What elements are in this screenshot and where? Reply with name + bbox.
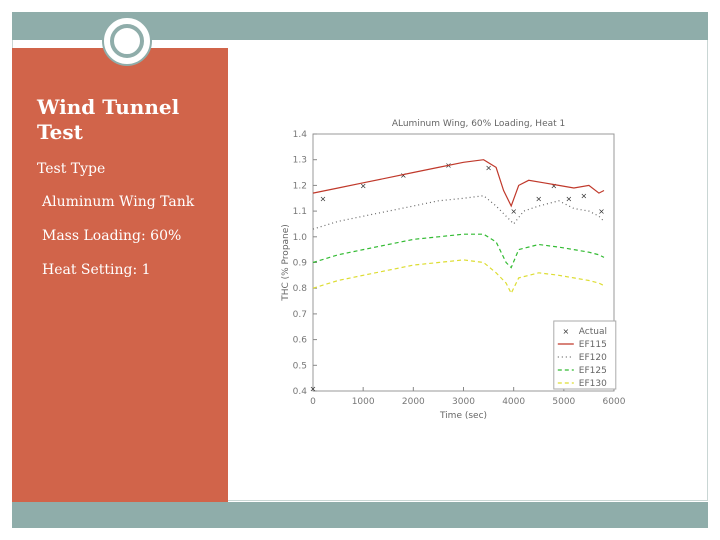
x-tick-label: 0 <box>310 397 316 407</box>
x-tick-label: 3000 <box>452 397 475 407</box>
series-ef125-line <box>312 233 605 269</box>
series-actual-point: × <box>510 207 517 216</box>
slide-title-line-2: Test <box>37 120 83 144</box>
series-actual-point: × <box>581 192 588 201</box>
series-actual-point: × <box>360 181 367 190</box>
legend-label-ef130: EF130 <box>579 379 607 389</box>
y-tick-label: 0.5 <box>293 361 307 371</box>
thc-line-chart: 0 1000 2000 3000 4000 5000 6000 0.4 0.5 0.6 0.7 0.8… <box>281 119 626 421</box>
bullet-mass-loading: Mass Loading: 60% <box>42 228 182 244</box>
y-tick-label: 0.7 <box>293 310 307 320</box>
y-tick-label: 0.6 <box>293 336 308 346</box>
series-actual-point: × <box>550 181 557 190</box>
chart-title: ALuminum Wing, 60% Loading, Heat 1 <box>392 119 565 129</box>
y-tick-label: 1.0 <box>293 233 308 243</box>
series-actual-point: × <box>485 163 492 172</box>
series-actual-point: × <box>400 171 407 180</box>
bottom-band <box>12 502 708 528</box>
y-tick-label: 1.2 <box>293 181 307 191</box>
side-panel <box>12 48 228 502</box>
x-tick-label: 2000 <box>402 397 425 407</box>
slide-title: Wind Tunnel Test <box>37 95 222 145</box>
legend-label-ef115: EF115 <box>579 340 607 350</box>
slide-title-line-1: Wind Tunnel <box>37 95 180 119</box>
series-actual-point: × <box>598 207 605 216</box>
x-axis-label: Time (sec) <box>439 411 487 421</box>
legend-label-ef120: EF120 <box>579 353 607 363</box>
series-actual-point: × <box>320 194 327 203</box>
y-tick-label: 1.3 <box>293 156 307 166</box>
legend-label-ef125: EF125 <box>579 366 607 376</box>
y-tick-label: 0.8 <box>293 284 308 294</box>
series-actual-point: × <box>310 384 317 393</box>
x-tick-label: 4000 <box>502 397 525 407</box>
series-actual-point: × <box>565 194 572 203</box>
bullet-heat-setting: Heat Setting: 1 <box>42 262 151 278</box>
series-ef130-line <box>312 259 605 295</box>
y-tick-label: 1.1 <box>293 207 307 217</box>
y-axis-label: THC (% Propane) <box>281 224 291 302</box>
legend-label-actual: Actual <box>579 327 607 337</box>
series-actual-point: × <box>535 194 542 203</box>
bullet-tank-type: Aluminum Wing Tank <box>42 194 195 210</box>
x-tick-label: 5000 <box>552 397 575 407</box>
x-tick-label: 6000 <box>603 397 626 407</box>
y-tick-label: 0.9 <box>293 259 308 269</box>
circle-emblem-inner <box>110 24 144 58</box>
series-ef115-line <box>312 159 605 208</box>
legend-box <box>553 320 617 390</box>
y-tick-label: 0.4 <box>293 387 308 397</box>
circle-emblem <box>102 16 152 66</box>
bullet-test-type: Test Type <box>37 161 106 177</box>
y-tick-label: 1.4 <box>293 130 308 140</box>
x-tick-label: 1000 <box>352 397 375 407</box>
legend-marker-actual: × <box>562 327 569 336</box>
